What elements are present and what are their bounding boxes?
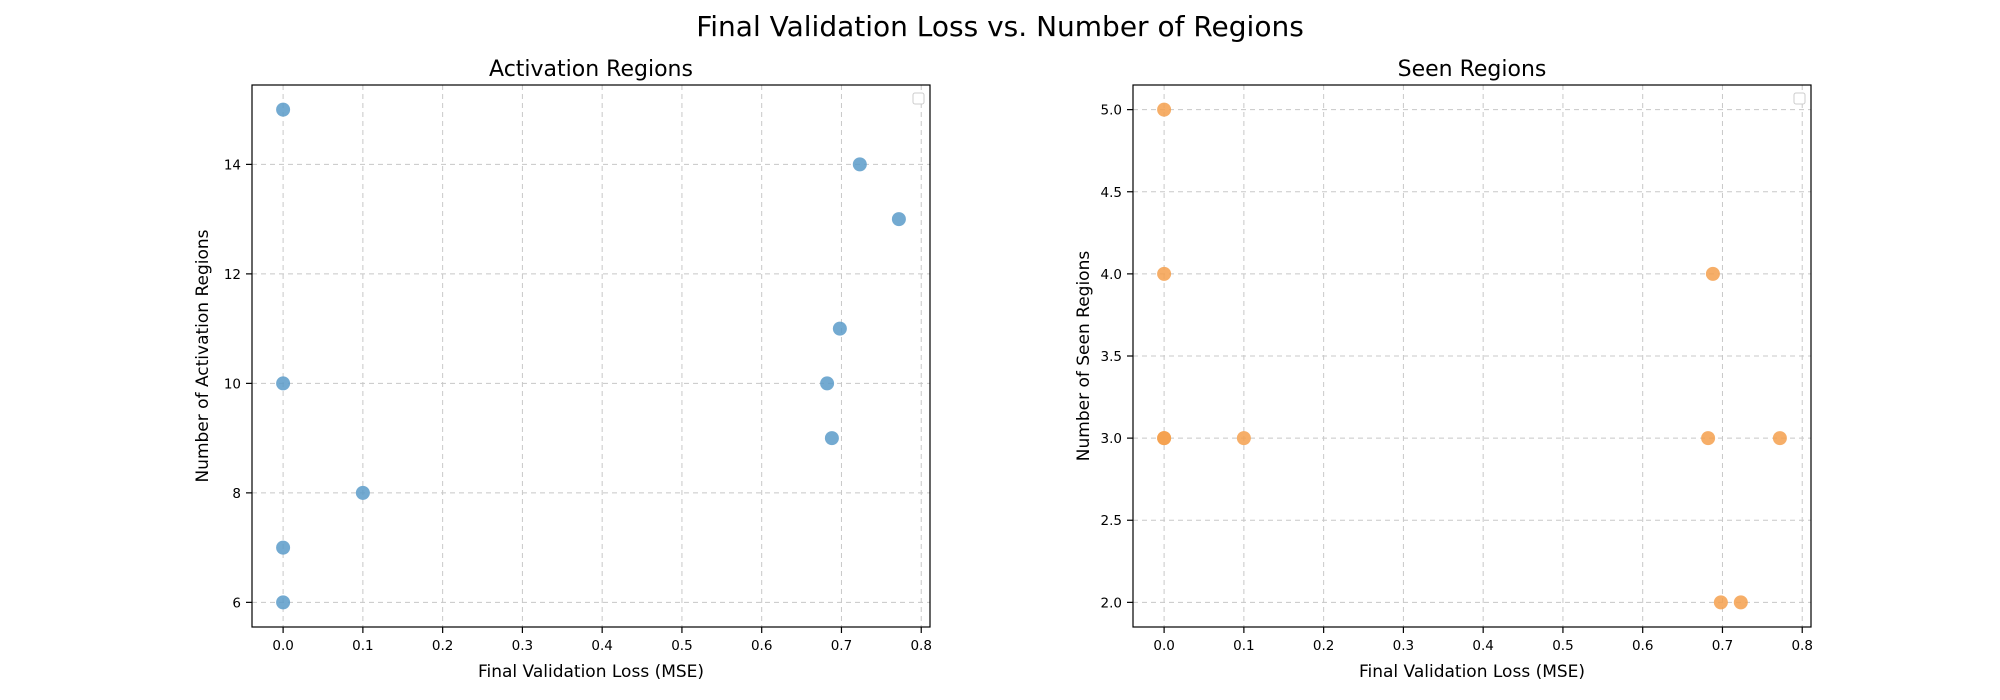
activation-data-point xyxy=(891,212,906,227)
seen-panel: 0.0 0.1 0.2 0.3 0.4 0.5 0.6 0.7 0.8 2.0 2.5 3.0 3.5 4… xyxy=(1074,57,1813,682)
seen-xtick-label: 0.3 xyxy=(1393,638,1414,654)
seen-ytick-label: 4.0 xyxy=(1101,267,1122,283)
activation-xtick-label: 0.7 xyxy=(831,638,852,654)
activation-ylabel: Number of Activation Regions xyxy=(193,229,213,482)
seen-ytick-label: 4.5 xyxy=(1101,185,1122,201)
activation-data-point xyxy=(852,157,867,172)
activation-xtick-label: 0.6 xyxy=(751,638,772,654)
activation-data-point xyxy=(824,431,839,446)
activation-xtick-label: 0.1 xyxy=(352,638,373,654)
activation-data-point xyxy=(276,540,291,555)
seen-ytick-label: 3.5 xyxy=(1101,349,1122,365)
activation-xtick-label: 0.3 xyxy=(512,638,533,654)
seen-data-point xyxy=(1772,431,1787,446)
figure-title: Final Validation Loss vs. Number of Regi… xyxy=(696,10,1304,43)
seen-ytick-label: 2.0 xyxy=(1101,595,1122,611)
activation-title: Activation Regions xyxy=(489,57,693,82)
seen-ytick-label: 3.0 xyxy=(1101,431,1122,447)
activation-panel: 0.0 0.1 0.2 0.3 0.4 0.5 0.6 0.7 0.8 6 8 10 12 14 Activ… xyxy=(193,57,932,682)
seen-xtick-label: 0.1 xyxy=(1233,638,1254,654)
seen-xtick-label: 0.2 xyxy=(1313,638,1334,654)
seen-xtick-label: 0.6 xyxy=(1632,638,1653,654)
seen-xtick-label: 0.0 xyxy=(1153,638,1174,654)
seen-axes-frame xyxy=(1132,84,1812,628)
activation-ytick-label: 8 xyxy=(232,486,241,502)
seen-data-point xyxy=(1701,431,1716,446)
seen-xlabel: Final Validation Loss (MSE) xyxy=(1359,662,1585,682)
seen-xtick-label: 0.8 xyxy=(1791,638,1812,654)
seen-data-point xyxy=(1157,266,1172,281)
activation-xlabel: Final Validation Loss (MSE) xyxy=(478,662,704,682)
activation-data-point xyxy=(832,321,847,336)
activation-data-point xyxy=(276,376,291,391)
activation-xtick-label: 0.2 xyxy=(432,638,453,654)
seen-data-point xyxy=(1713,595,1728,610)
seen-xtick-label: 0.5 xyxy=(1552,638,1573,654)
activation-data-point xyxy=(276,595,291,610)
activation-data-point xyxy=(355,485,370,500)
activation-ytick-label: 10 xyxy=(224,376,241,392)
seen-legend-box xyxy=(1793,92,1806,105)
activation-xtick-label: 0.8 xyxy=(910,638,931,654)
activation-data-point xyxy=(820,376,835,391)
seen-data-point xyxy=(1157,102,1172,117)
seen-ytick-label: 2.5 xyxy=(1101,513,1122,529)
seen-data-point xyxy=(1733,595,1748,610)
activation-ytick-label: 14 xyxy=(224,157,241,173)
seen-data-point xyxy=(1157,431,1172,446)
seen-data-point xyxy=(1236,431,1251,446)
activation-legend-box xyxy=(912,92,925,105)
activation-ytick-label: 6 xyxy=(232,595,241,611)
seen-ylabel: Number of Seen Regions xyxy=(1074,251,1094,462)
activation-xtick-label: 0.5 xyxy=(671,638,692,654)
activation-xtick-label: 0.0 xyxy=(272,638,293,654)
seen-ytick-label: 5.0 xyxy=(1101,103,1122,119)
seen-xtick-label: 0.4 xyxy=(1472,638,1493,654)
activation-data-point xyxy=(276,102,291,117)
seen-xtick-label: 0.7 xyxy=(1712,638,1733,654)
activation-axes-frame xyxy=(251,84,931,628)
seen-title: Seen Regions xyxy=(1398,57,1547,82)
activation-xtick-label: 0.4 xyxy=(591,638,612,654)
activation-ytick-label: 12 xyxy=(224,267,241,283)
seen-data-point xyxy=(1705,266,1720,281)
